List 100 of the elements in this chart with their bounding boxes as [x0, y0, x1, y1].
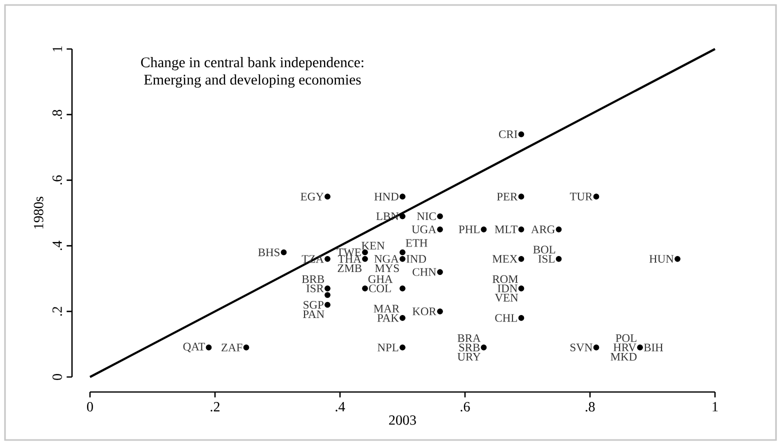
point	[556, 226, 562, 232]
annotation: TWE	[336, 248, 361, 256]
point	[518, 131, 524, 138]
annotation: PAK	[377, 314, 399, 322]
annotation: NIC	[416, 212, 436, 220]
annotation: BIH	[644, 344, 664, 352]
annotation: VEN	[494, 294, 518, 302]
y-tick-label: .8	[52, 110, 62, 119]
annotation: ZAF	[222, 344, 242, 352]
annotation: EGY	[300, 192, 324, 200]
point	[324, 302, 330, 308]
annotation: TUR	[570, 192, 593, 200]
point	[674, 256, 680, 262]
x-tick-label: 0	[87, 402, 93, 412]
annotation: ARG	[531, 226, 555, 234]
point	[324, 194, 330, 200]
point	[243, 344, 250, 350]
annotation: CRI	[499, 130, 518, 138]
point	[593, 194, 600, 200]
annotation: MAR	[374, 304, 400, 312]
annotation: PER	[496, 192, 518, 200]
annotation: MKD	[610, 353, 637, 361]
x-axis-title: 2003	[389, 415, 416, 425]
point	[324, 292, 330, 298]
x-tick-label: .4	[336, 402, 346, 412]
annotation: SGP	[304, 300, 324, 309]
point	[437, 269, 443, 275]
point	[480, 226, 487, 232]
point	[556, 256, 562, 262]
annotation: KOR	[412, 308, 436, 316]
annotation: HRV	[613, 344, 636, 352]
y-tick-label: .2	[52, 306, 62, 316]
point	[637, 344, 643, 350]
x-tick-label: 1	[712, 402, 718, 412]
point	[400, 249, 406, 256]
point	[400, 213, 406, 220]
y-tick-label: 0	[52, 374, 62, 380]
annotation: IDN	[498, 284, 518, 292]
point	[518, 315, 524, 321]
annotation: THA	[338, 255, 362, 263]
annotation: BRA	[458, 334, 481, 342]
annotation: CHL	[495, 314, 517, 322]
point	[518, 286, 524, 292]
annotation: SVN	[570, 344, 592, 352]
annotation: MYS	[375, 264, 399, 272]
point	[593, 344, 600, 350]
point	[400, 194, 406, 200]
annotation: POL	[616, 334, 636, 342]
point	[400, 344, 406, 350]
point	[400, 286, 406, 292]
point	[437, 213, 443, 220]
point	[280, 249, 287, 256]
point	[518, 256, 524, 262]
x-tick-label: .6	[460, 402, 470, 412]
point	[518, 226, 524, 232]
y-axis-title: 1980s	[34, 196, 44, 228]
annotation: HUN	[649, 255, 674, 263]
x-tick-label: .2	[210, 402, 220, 412]
annotation: ISR	[306, 284, 324, 292]
point	[518, 194, 524, 200]
y-tick-label: 1	[52, 46, 62, 52]
y-tick-label: .4	[52, 240, 62, 250]
point	[324, 286, 330, 292]
point	[400, 256, 406, 262]
annotation: BOL	[533, 246, 556, 254]
annotation: IND	[406, 255, 426, 263]
point	[437, 308, 443, 314]
point	[480, 344, 487, 350]
annotation: HND	[374, 192, 398, 200]
annotation: BRB	[302, 275, 324, 283]
annotation: COL	[369, 284, 391, 292]
point	[206, 344, 212, 350]
annotation: CHN	[412, 268, 436, 276]
annotation: GHA	[368, 275, 393, 283]
annotation: ETH	[406, 239, 428, 247]
point	[400, 315, 406, 321]
annotation: BHS	[258, 248, 280, 256]
annotation: ISL	[538, 255, 554, 263]
annotation: PAN	[303, 310, 324, 318]
annotation: KEN	[362, 242, 385, 250]
annotation: NPL	[378, 344, 398, 352]
annotation: MEX	[492, 255, 518, 263]
point	[324, 256, 330, 262]
y-tick-label: .6	[52, 175, 62, 185]
annotation: ROM	[492, 275, 518, 283]
point	[437, 226, 443, 232]
x-tick-label: .8	[586, 402, 595, 412]
annotation: MLT	[494, 226, 518, 234]
point	[362, 286, 368, 292]
point	[362, 249, 368, 256]
annotation: QAT	[183, 342, 205, 352]
annotation: URY	[457, 353, 481, 361]
annotation: ZMB	[338, 264, 362, 272]
point	[362, 256, 368, 262]
chart-title: Change in central bank independence:	[141, 57, 364, 70]
text: Emerging and developing economies	[144, 74, 361, 88]
annotation: NGA	[374, 255, 399, 263]
annotation: SRB	[459, 344, 480, 352]
annotation: UGA	[412, 226, 436, 234]
annotation: PHL	[458, 226, 480, 234]
